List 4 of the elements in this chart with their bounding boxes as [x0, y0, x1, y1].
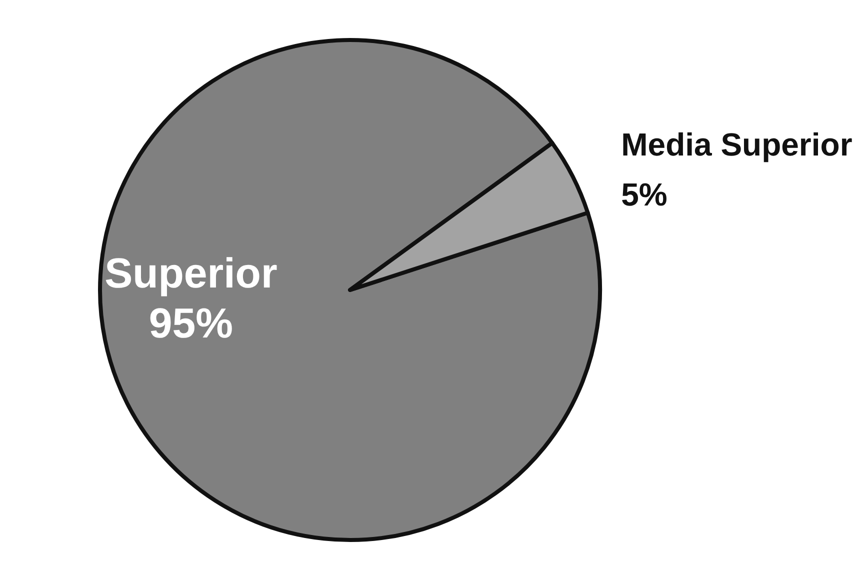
data-label: 95% — [148, 300, 233, 347]
slice-label: Superior — [104, 250, 278, 297]
data-label: 5% — [621, 176, 668, 213]
slice-label: Media Superior — [621, 126, 852, 163]
